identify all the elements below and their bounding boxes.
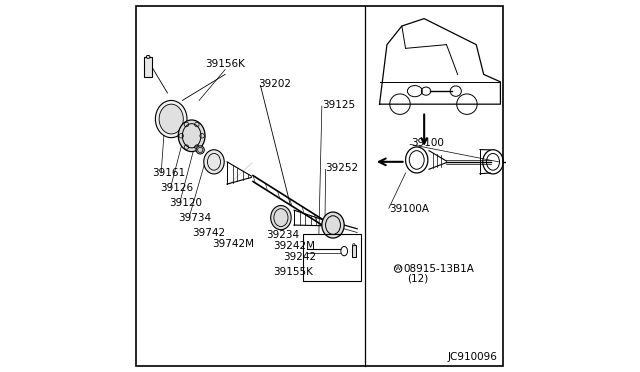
Ellipse shape xyxy=(179,120,205,152)
Bar xyxy=(303,234,361,281)
Text: 39161: 39161 xyxy=(152,168,185,178)
Ellipse shape xyxy=(322,212,344,238)
Ellipse shape xyxy=(156,100,187,138)
Bar xyxy=(351,245,356,257)
Ellipse shape xyxy=(271,205,291,230)
Ellipse shape xyxy=(147,55,150,58)
Ellipse shape xyxy=(196,146,204,154)
Text: 39742: 39742 xyxy=(191,228,225,237)
Ellipse shape xyxy=(353,244,355,246)
Text: 39100: 39100 xyxy=(411,138,444,148)
Ellipse shape xyxy=(204,150,224,174)
Text: 39742M: 39742M xyxy=(212,239,254,248)
Text: 08915-13B1A: 08915-13B1A xyxy=(403,264,474,273)
Text: JC910096: JC910096 xyxy=(448,352,498,362)
Text: 39100A: 39100A xyxy=(389,205,429,214)
Text: 39202: 39202 xyxy=(259,79,292,89)
Text: 39252: 39252 xyxy=(326,163,358,173)
Text: (12): (12) xyxy=(406,273,428,283)
Text: 39234: 39234 xyxy=(266,230,299,240)
Text: 39242M: 39242M xyxy=(273,241,316,250)
Ellipse shape xyxy=(159,104,183,134)
Text: 39734: 39734 xyxy=(179,213,212,222)
Bar xyxy=(145,57,152,77)
Text: 39155K: 39155K xyxy=(273,267,314,276)
Text: 39156K: 39156K xyxy=(205,59,245,69)
Text: 39126: 39126 xyxy=(160,183,193,193)
Text: 39125: 39125 xyxy=(322,100,355,110)
Text: 39242: 39242 xyxy=(283,253,316,262)
Text: 39120: 39120 xyxy=(170,198,202,208)
Text: W: W xyxy=(395,266,401,271)
